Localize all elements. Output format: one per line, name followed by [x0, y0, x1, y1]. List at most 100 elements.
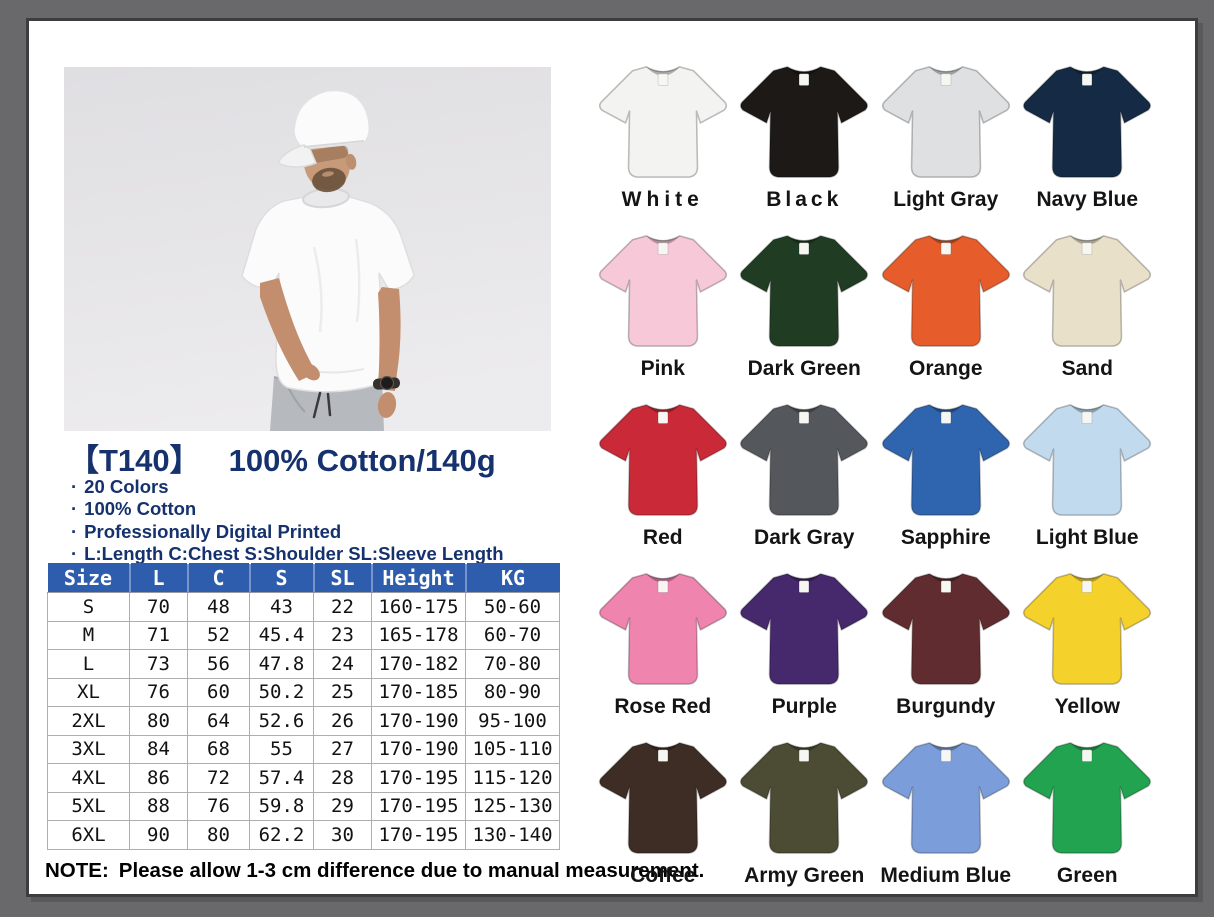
color-label: Purple	[771, 695, 837, 718]
tshirt-icon	[735, 732, 873, 862]
color-label: Sapphire	[900, 526, 991, 549]
tshirt-icon	[594, 225, 732, 355]
cell-shoulder: 55	[249, 734, 314, 764]
color-swatch-burgundy: Burgundy	[875, 554, 1017, 723]
cell-kg: 60-70	[465, 620, 560, 650]
cell-height: 170-182	[371, 649, 466, 679]
color-swatch-grid: White Black Light Gray Navy Blue Pink Da…	[592, 47, 1158, 892]
cell-shoulder: 52.6	[249, 706, 314, 736]
cell-length: 86	[129, 763, 188, 793]
color-swatch-dark-gray: Dark Gray	[734, 385, 876, 554]
color-label: Pink	[640, 357, 685, 380]
color-swatch-yellow: Yellow	[1017, 554, 1159, 723]
table-row: L 73 56 47.8 24 170-182 70-80	[47, 649, 560, 679]
color-label: Medium Blue	[880, 864, 1012, 887]
color-label: Navy Blue	[1036, 188, 1139, 211]
cell-kg: 125-130	[465, 791, 560, 821]
cell-height: 170-195	[371, 820, 466, 850]
color-label: Light Blue	[1035, 526, 1139, 549]
cell-kg: 105-110	[465, 734, 560, 764]
tshirt-icon	[735, 56, 873, 186]
cell-shoulder: 47.8	[249, 649, 314, 679]
column-header-size: Size	[47, 563, 131, 593]
cell-shoulder: 57.4	[249, 763, 314, 793]
cell-size: 2XL	[47, 706, 130, 736]
color-swatch-green: Green	[1017, 723, 1159, 892]
color-label: Sand	[1061, 357, 1113, 380]
cell-length: 80	[129, 706, 188, 736]
cell-shoulder: 50.2	[249, 677, 314, 707]
cell-sleeve: 30	[313, 820, 372, 850]
catalog-page: 【T140】 100% Cotton/140g · 20 Colors · 10…	[26, 18, 1198, 897]
table-row: 5XL 88 76 59.8 29 170-195 125-130	[47, 791, 560, 821]
tshirt-icon	[877, 225, 1015, 355]
product-material: 100% Cotton/140g	[228, 443, 496, 478]
table-row: 2XL 80 64 52.6 26 170-190 95-100	[47, 706, 560, 736]
table-row: 4XL 86 72 57.4 28 170-195 115-120	[47, 763, 560, 793]
cell-size: M	[47, 620, 130, 650]
cell-sleeve: 23	[313, 620, 372, 650]
cell-shoulder: 59.8	[249, 791, 314, 821]
color-swatch-white: White	[592, 47, 734, 216]
feature-item: · Professionally Digital Printed	[71, 521, 504, 543]
color-swatch-navy-blue: Navy Blue	[1017, 47, 1159, 216]
feature-text: Professionally Digital Printed	[84, 520, 342, 542]
tshirt-icon	[735, 225, 873, 355]
color-swatch-dark-green: Dark Green	[734, 216, 876, 385]
cell-kg: 95-100	[465, 706, 560, 736]
color-swatch-army-green: Army Green	[734, 723, 876, 892]
table-row: XL 76 60 50.2 25 170-185 80-90	[47, 677, 560, 707]
color-label: Light Gray	[893, 188, 999, 211]
cell-size: XL	[47, 677, 130, 707]
note-text: Please allow 1-3 cm difference due to ma…	[118, 859, 705, 882]
tshirt-icon	[877, 394, 1015, 524]
tshirt-icon	[594, 394, 732, 524]
cell-kg: 130-140	[465, 820, 560, 850]
cell-chest: 52	[187, 620, 250, 650]
cell-size: 4XL	[47, 763, 130, 793]
color-swatch-sand: Sand	[1017, 216, 1159, 385]
color-swatch-light-gray: Light Gray	[875, 47, 1017, 216]
column-header-shoulder: S	[249, 563, 315, 593]
model-photo-illustration	[64, 67, 551, 431]
feature-item: · L:Length C:Chest S:Shoulder SL:Sleeve …	[71, 543, 504, 565]
product-code: 【T140】	[68, 443, 201, 478]
tshirt-icon	[1018, 225, 1156, 355]
color-label: Green	[1056, 864, 1118, 887]
size-chart-table: Size L C S SL Height KG S 70 48 43 22 16…	[47, 563, 560, 850]
color-label: Coffee	[630, 864, 696, 887]
tshirt-icon	[1018, 732, 1156, 862]
tshirt-icon	[735, 563, 873, 693]
color-swatch-rose-red: Rose Red	[592, 554, 734, 723]
color-label: Orange	[908, 357, 983, 380]
cell-sleeve: 28	[313, 763, 372, 793]
feature-text: L:Length C:Chest S:Shoulder SL:Sleeve Le…	[84, 542, 504, 564]
color-swatch-sapphire: Sapphire	[875, 385, 1017, 554]
cell-chest: 64	[187, 706, 250, 736]
cell-size: 5XL	[47, 791, 130, 821]
feature-item: · 20 Colors	[71, 476, 504, 498]
column-header-chest: C	[187, 563, 251, 593]
feature-text: 100% Cotton	[84, 498, 197, 520]
tshirt-icon	[594, 732, 732, 862]
cell-length: 76	[129, 677, 188, 707]
cell-shoulder: 45.4	[249, 620, 314, 650]
color-label: Red	[642, 526, 683, 549]
column-header-kg: KG	[465, 563, 560, 593]
cell-height: 160-175	[371, 592, 466, 622]
cell-height: 170-190	[371, 706, 466, 736]
cell-height: 170-185	[371, 677, 466, 707]
cell-chest: 56	[187, 649, 250, 679]
cell-size: L	[47, 649, 130, 679]
color-label: Yellow	[1054, 695, 1120, 718]
color-swatch-coffee: Coffee	[592, 723, 734, 892]
cell-kg: 80-90	[465, 677, 560, 707]
cell-height: 165-178	[371, 620, 466, 650]
cell-chest: 76	[187, 791, 250, 821]
cell-kg: 115-120	[465, 763, 560, 793]
bullet-dot: ·	[71, 542, 78, 564]
tshirt-icon	[735, 394, 873, 524]
cell-sleeve: 22	[313, 592, 372, 622]
tshirt-icon	[877, 732, 1015, 862]
